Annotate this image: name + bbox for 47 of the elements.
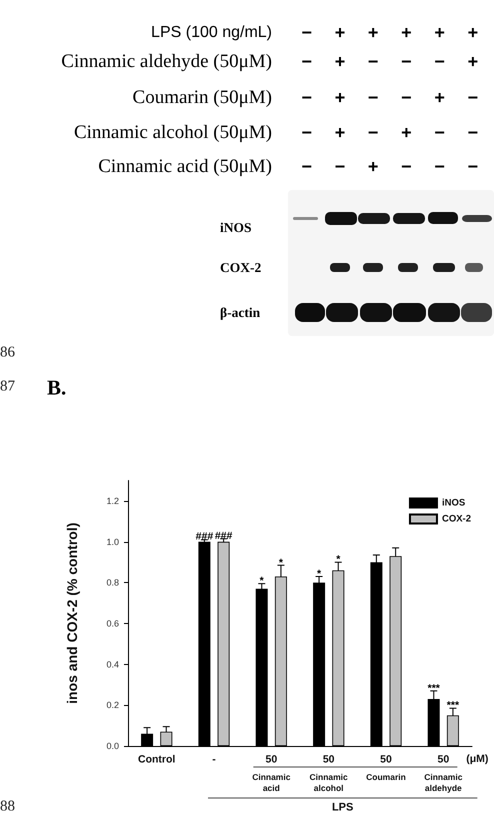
text: Cinnamic alcohol (50μM) <box>74 122 272 144</box>
data-label: * <box>260 575 265 588</box>
text: Cinnamic alcohol <box>308 772 349 794</box>
text: Cinnamic acid (50μM) <box>98 156 272 178</box>
text: 88 <box>0 798 15 816</box>
y-tick-label: 1.2 <box>106 496 119 506</box>
data-label: *** <box>446 700 460 712</box>
y-tick-label: 0.8 <box>106 578 119 588</box>
x-tick-label: 50 <box>380 754 392 766</box>
text: − + − − − + <box>302 52 478 72</box>
text: − + − − + − <box>302 88 478 108</box>
text: 86 <box>0 344 15 362</box>
text: 87 <box>0 378 15 396</box>
x-tick-label: 50 <box>322 754 335 766</box>
text: iNOS <box>220 220 252 236</box>
y-tick-label: 0.6 <box>106 618 119 628</box>
y-tick-label: 0.0 <box>106 741 119 751</box>
chart-title: B. <box>47 376 66 400</box>
data-label: * <box>278 556 284 569</box>
y-axis-title: inos and COX-2 (% control) <box>64 522 80 704</box>
data-label: ### <box>214 530 233 542</box>
data-label: *** <box>428 682 441 694</box>
x-tick-label: Control <box>138 754 176 766</box>
text: Cinnamic acid <box>251 772 292 794</box>
text: β-actin <box>220 305 260 321</box>
data-label: * <box>317 568 322 580</box>
text: Coumarin <box>365 772 407 783</box>
text: Cinnamic aldehyde <box>423 772 464 794</box>
data-label: ### <box>196 530 214 542</box>
text: LPS <box>332 802 354 814</box>
x-tick-label: 50 <box>265 754 278 766</box>
text: − + + + + + <box>302 22 478 44</box>
legend-label: iNOS <box>442 498 466 508</box>
text: Cinnamic aldehyde (50μM) <box>61 51 272 73</box>
y-tick-label: 1.0 <box>106 536 119 547</box>
x-tick-label: - <box>212 754 216 766</box>
y-tick-label: 0.2 <box>106 700 119 710</box>
text: (μM) <box>466 752 488 766</box>
y-tick-label: 0.4 <box>106 659 119 670</box>
x-tick-label: 50 <box>437 754 450 766</box>
data-label: * <box>336 554 342 566</box>
text: Coumarin (50μM) <box>132 87 272 109</box>
text: COX-2 <box>220 260 262 276</box>
text: − − + − − − <box>302 156 478 178</box>
text: LPS (100 ng/mL) <box>151 24 272 42</box>
text: − + − + − − <box>302 122 478 144</box>
legend-label: COX-2 <box>442 514 472 524</box>
